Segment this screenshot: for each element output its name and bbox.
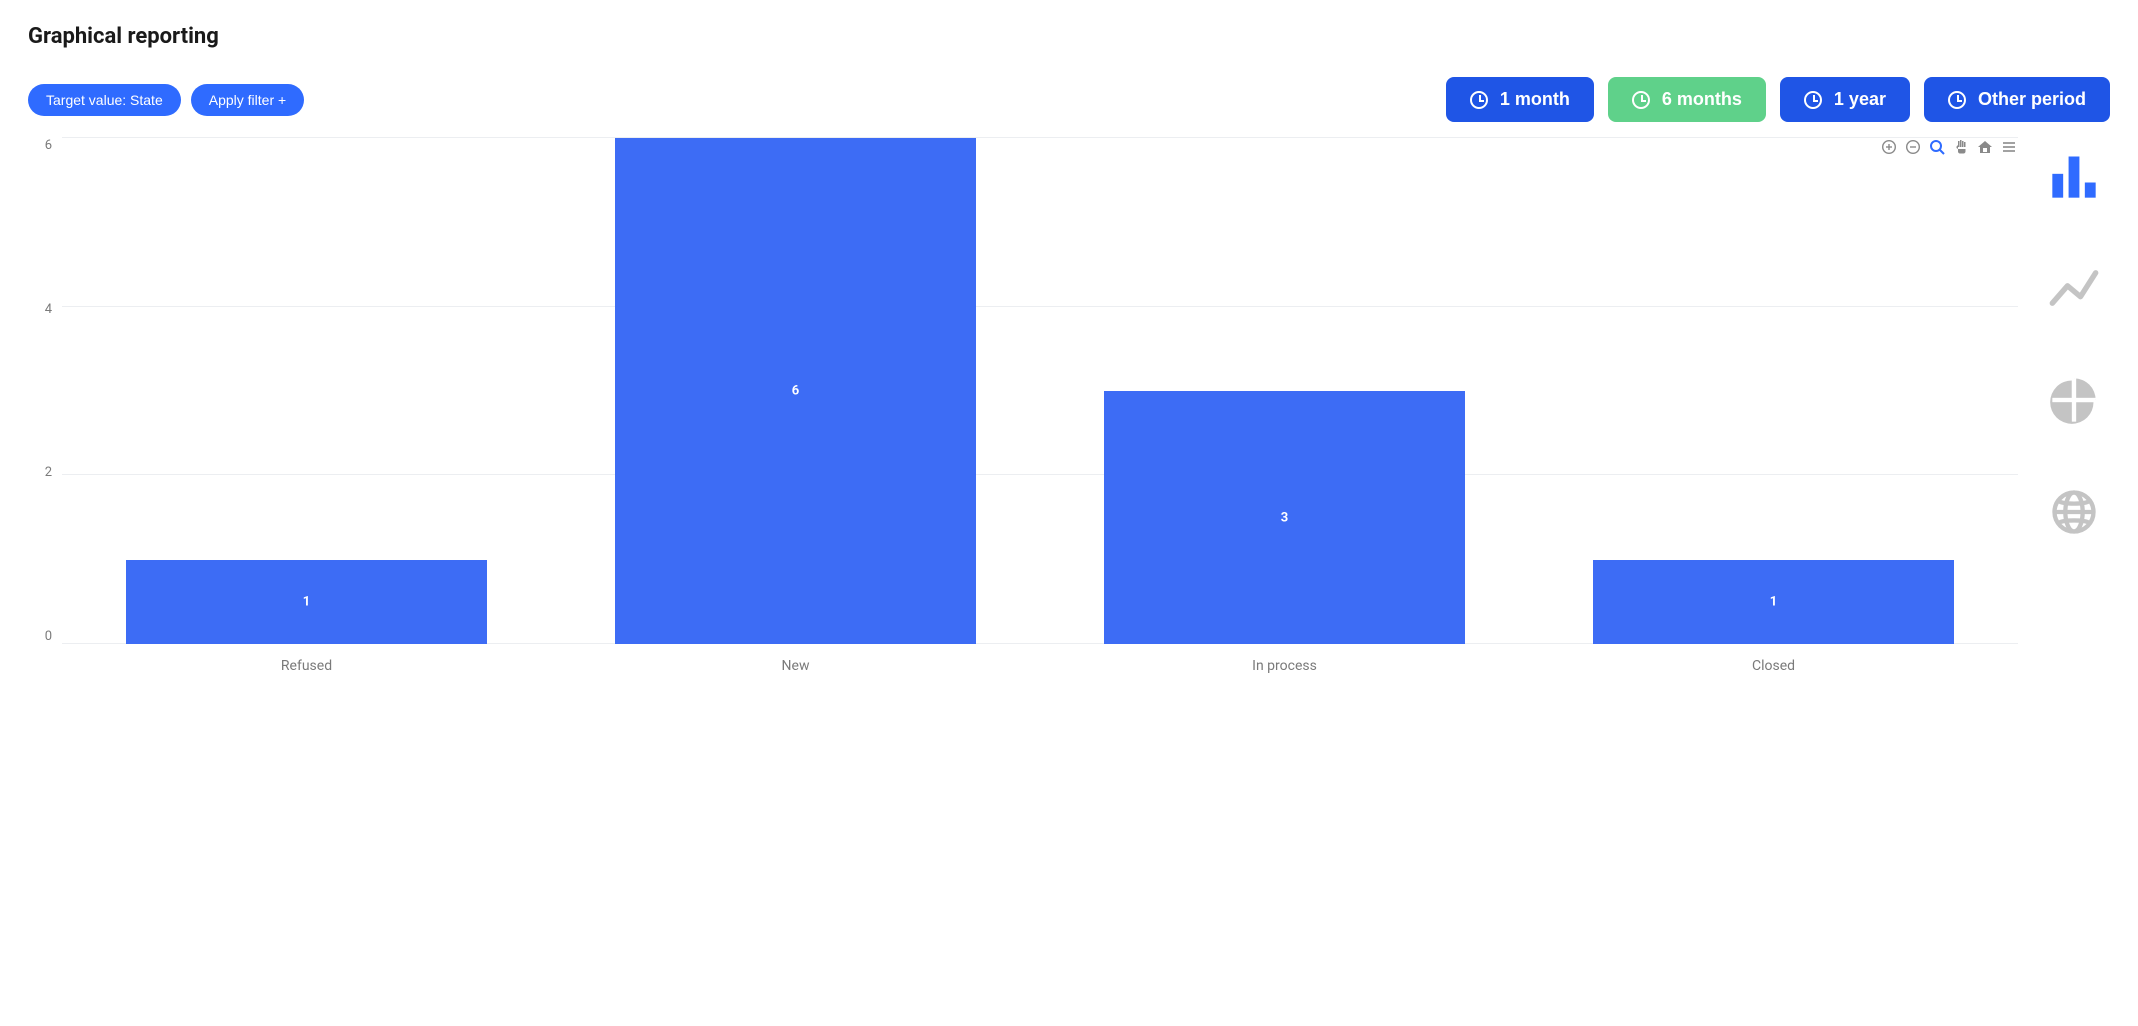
clock-icon — [1632, 91, 1650, 109]
period-button-1y[interactable]: 1 year — [1780, 77, 1910, 122]
y-axis-tick: 6 — [45, 138, 52, 153]
bar-slot: 3 — [1040, 391, 1529, 644]
bar-new[interactable]: 6 — [615, 138, 977, 644]
target-value-pill[interactable]: Target value: State — [28, 84, 181, 116]
x-axis-tick: New — [551, 658, 1040, 674]
y-axis: 6 4 2 0 — [28, 138, 62, 644]
period-button-label: Other period — [1978, 89, 2086, 110]
x-axis: RefusedNewIn processClosed — [62, 658, 2018, 674]
filter-pills: Target value: State Apply filter + — [28, 84, 304, 116]
bar-value-label: 1 — [303, 594, 310, 609]
chart-toolbar — [1880, 138, 2018, 156]
period-button-label: 1 year — [1834, 89, 1886, 110]
clock-icon — [1948, 91, 1966, 109]
y-axis-tick: 0 — [45, 629, 52, 644]
apply-filter-pill[interactable]: Apply filter + — [191, 84, 304, 116]
chart-zone: 6420 1631 RefusedNewIn processClosed — [28, 138, 2018, 674]
page-title: Graphical reporting — [28, 24, 2110, 49]
x-axis-tick: Refused — [62, 658, 551, 674]
zoom-out-icon[interactable] — [1904, 138, 1922, 156]
bar-value-label: 6 — [792, 384, 799, 399]
bar-value-label: 3 — [1281, 510, 1288, 525]
bar-slot: 1 — [1529, 560, 2018, 644]
bar-refused[interactable]: 1 — [126, 560, 488, 644]
chart-wrap: 6420 1631 — [28, 138, 2018, 644]
bar-slot: 6 — [551, 138, 1040, 644]
period-button-other[interactable]: Other period — [1924, 77, 2110, 122]
controls-row: Target value: State Apply filter + 1 mon… — [28, 77, 2110, 122]
bars-row: 1631 — [62, 138, 2018, 644]
chart-type-line-button[interactable] — [2046, 260, 2102, 316]
period-button-6m[interactable]: 6 months — [1608, 77, 1766, 122]
pan-icon[interactable] — [1952, 138, 1970, 156]
y-axis-tick: 4 — [45, 302, 52, 317]
period-button-label: 6 months — [1662, 89, 1742, 110]
period-button-1m[interactable]: 1 month — [1446, 77, 1594, 122]
chart-type-bar-button[interactable] — [2046, 148, 2102, 204]
chart-plot-area: 1631 — [62, 138, 2018, 644]
zoom-select-icon[interactable] — [1928, 138, 1946, 156]
clock-icon — [1470, 91, 1488, 109]
period-button-label: 1 month — [1500, 89, 1570, 110]
bar-slot: 1 — [62, 560, 551, 644]
bar-in-process[interactable]: 3 — [1104, 391, 1466, 644]
main-area: 6420 1631 RefusedNewIn processClosed — [28, 138, 2110, 674]
clock-icon — [1804, 91, 1822, 109]
chart-type-globe-button[interactable] — [2046, 484, 2102, 540]
bar-value-label: 1 — [1770, 594, 1777, 609]
bar-closed[interactable]: 1 — [1593, 560, 1955, 644]
chart-type-pie-button[interactable] — [2046, 372, 2102, 428]
menu-icon[interactable] — [2000, 138, 2018, 156]
x-axis-tick: Closed — [1529, 658, 2018, 674]
home-icon[interactable] — [1976, 138, 1994, 156]
period-buttons: 1 month 6 months 1 year Other period — [1446, 77, 2110, 122]
chart-type-selector — [2038, 138, 2110, 540]
zoom-in-icon[interactable] — [1880, 138, 1898, 156]
y-axis-tick: 2 — [45, 465, 52, 480]
x-axis-tick: In process — [1040, 658, 1529, 674]
